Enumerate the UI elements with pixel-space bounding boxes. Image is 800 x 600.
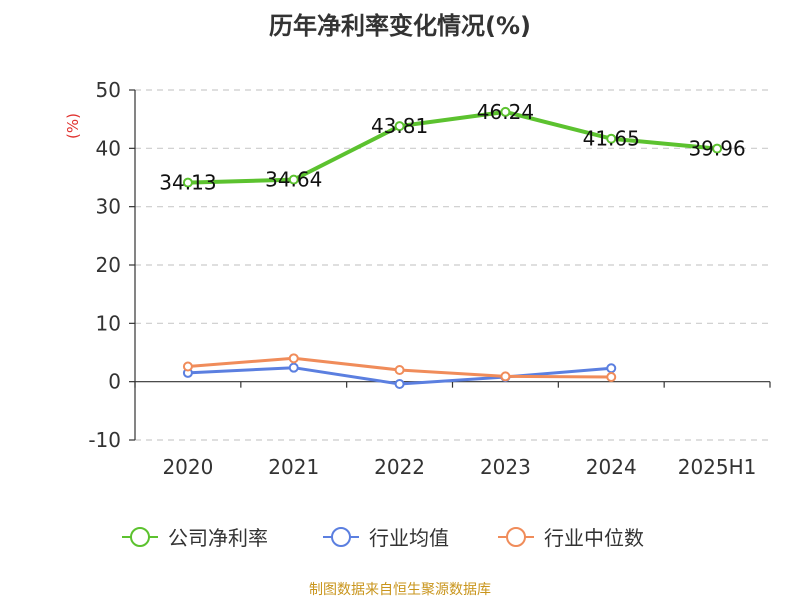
y-tick-label: -10	[88, 428, 121, 452]
x-tick-label: 2024	[586, 455, 637, 479]
data-point	[182, 361, 193, 372]
data-point	[394, 121, 405, 132]
y-axis-unit-label: (%)	[64, 113, 82, 139]
x-tick-label: 2022	[374, 455, 425, 479]
data-labels: 34.13 34.64 43.81 46.24 41.65 39.96	[159, 100, 745, 195]
y-tick-label: 40	[96, 136, 121, 160]
legend-label-1: 公司净利率	[168, 526, 268, 550]
series-line-1	[187, 109, 718, 185]
data-point	[500, 371, 511, 382]
legend-marker-3	[506, 527, 526, 547]
data-label: 34.64	[265, 168, 322, 192]
data-point	[606, 372, 617, 382]
legend-label-2: 行业均值	[369, 526, 449, 550]
y-tick-label: 30	[96, 195, 121, 219]
data-label: 39.96	[688, 137, 745, 161]
chart-title: 历年净利率变化情况(%)	[269, 12, 531, 40]
legend-marker-2	[331, 527, 351, 547]
y-tick-label: 20	[96, 253, 121, 277]
data-point	[712, 143, 723, 154]
legend-marker-1	[130, 527, 150, 547]
x-tick-label: 2023	[480, 455, 531, 479]
series-lines	[182, 106, 723, 389]
axes: -10 0 10 20 30 40 50 2020 2021 2022 2023 2024 2025H1	[88, 78, 771, 479]
data-point	[182, 177, 193, 188]
x-tick-label: 2020	[162, 455, 213, 479]
x-tick-label: 2025H1	[678, 455, 757, 479]
y-tick-label: 10	[96, 311, 121, 335]
data-point	[606, 363, 617, 374]
data-point	[606, 133, 617, 144]
legend: 公司净利率 行业均值 行业中位数	[122, 526, 644, 550]
data-point	[288, 362, 299, 373]
data-label: 34.13	[159, 171, 216, 195]
data-label: 43.81	[371, 114, 428, 138]
data-label: 46.24	[477, 100, 534, 124]
source-note: 制图数据来自恒生聚源数据库	[309, 582, 491, 598]
data-point	[394, 365, 405, 375]
data-point	[394, 379, 405, 389]
y-tick-label: 0	[108, 370, 121, 394]
grid-lines	[135, 89, 770, 441]
data-point	[500, 106, 511, 117]
y-tick-label: 50	[96, 78, 121, 102]
legend-label-3: 行业中位数	[544, 526, 644, 550]
data-label: 41.65	[583, 127, 640, 151]
data-point	[288, 353, 299, 364]
data-point	[288, 174, 299, 185]
x-tick-label: 2021	[268, 455, 319, 479]
